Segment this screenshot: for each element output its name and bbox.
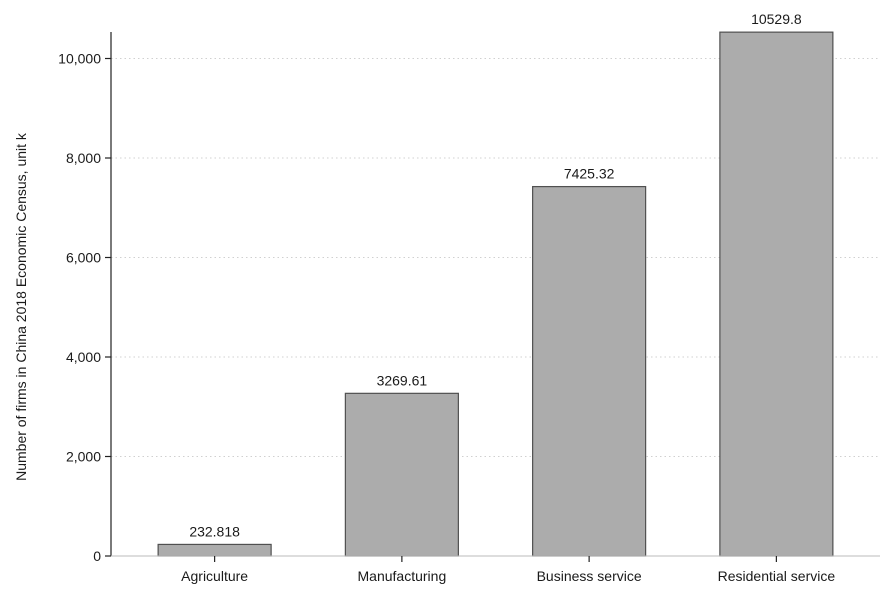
x-category-label: Manufacturing bbox=[358, 568, 447, 584]
bar bbox=[532, 185, 647, 557]
y-axis-title: Number of firms in China 2018 Economic C… bbox=[13, 132, 29, 481]
x-category-label: Business service bbox=[537, 568, 642, 584]
y-tick-label: 4,000 bbox=[66, 349, 101, 365]
bars bbox=[157, 31, 834, 557]
bar bbox=[719, 31, 834, 557]
y-axis bbox=[110, 32, 880, 557]
bar-value-label: 232.818 bbox=[189, 523, 240, 539]
bar-value-label: 10529.8 bbox=[751, 11, 802, 27]
y-tick-label: 10,000 bbox=[58, 51, 101, 67]
bar bbox=[157, 543, 272, 557]
y-tick-label: 6,000 bbox=[66, 250, 101, 266]
bar-value-label: 3269.61 bbox=[377, 372, 428, 388]
x-category-label: Residential service bbox=[718, 568, 836, 584]
bar-value-label: 7425.32 bbox=[564, 166, 615, 182]
x-category-label: Agriculture bbox=[181, 568, 248, 584]
y-tick-label: 0 bbox=[93, 548, 101, 564]
y-ticks: 0 2,000 4,000 6,000 8,000 10,000 bbox=[58, 51, 111, 564]
y-tick-label: 2,000 bbox=[66, 449, 101, 465]
y-tick-label: 8,000 bbox=[66, 150, 101, 166]
data-labels: 232.818 3269.61 7425.32 10529.8 bbox=[189, 11, 802, 539]
bar bbox=[344, 392, 459, 557]
x-categories: Agriculture Manufacturing Business service… bbox=[181, 556, 835, 584]
